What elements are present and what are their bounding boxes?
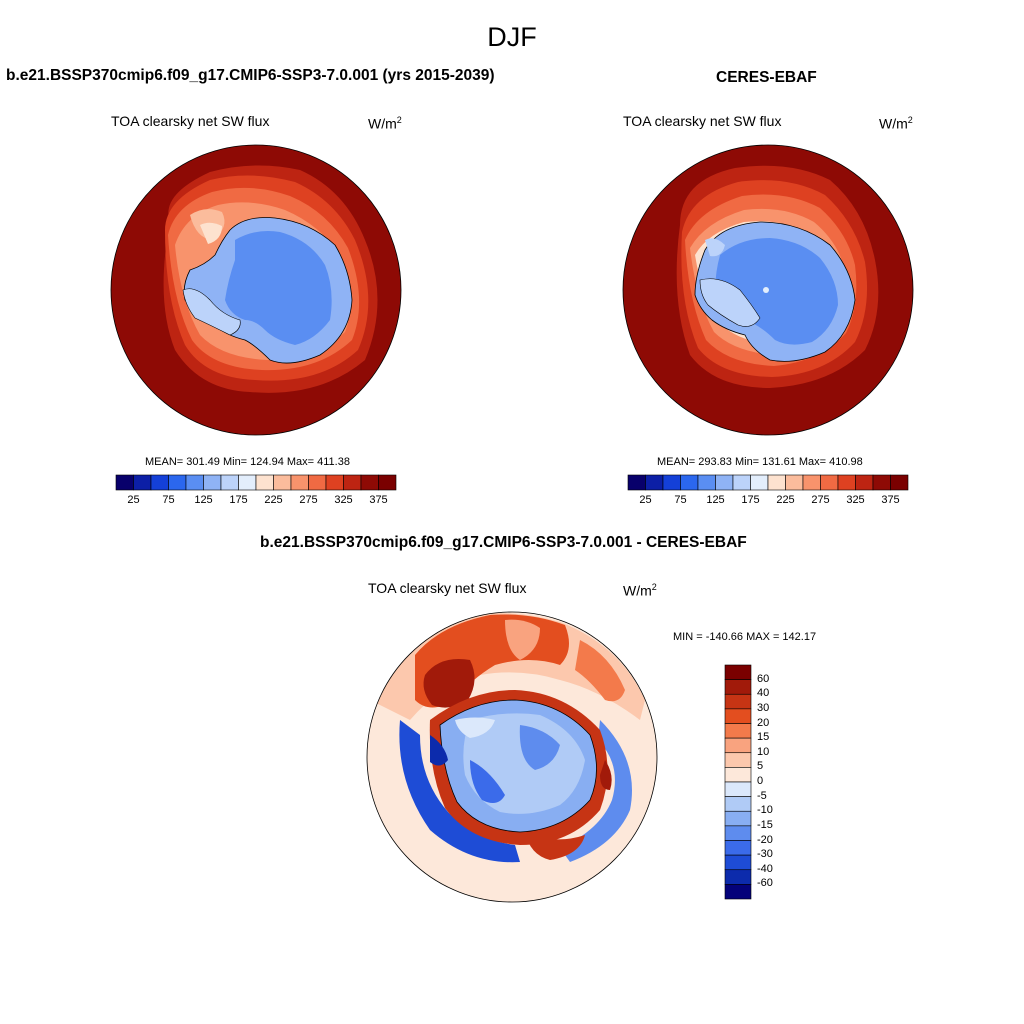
model-colorbar-swatch [115,474,134,491]
diff-colorbar-swatch [724,810,752,827]
diff-colorbar-swatch [724,767,752,783]
model-colorbar [115,474,397,491]
diff-colorbar-tick-label: -5 [757,789,767,802]
model-colorbar-swatch [133,474,152,491]
diff-colorbar [724,664,752,900]
diff-colorbar-tick-label: 10 [757,745,770,758]
model-colorbar-swatch [290,474,309,491]
obs-colorbar-tick-label: 325 [846,494,865,506]
diff-colorbar-swatch [724,752,752,768]
model-colorbar-swatch [343,474,362,491]
diff-map [367,612,657,902]
diff-colorbar-swatch [724,884,752,900]
diff-colorbar-tick-label: 15 [757,731,770,744]
diff-colorbar-swatch [724,796,752,812]
obs-colorbar [627,474,909,491]
model-colorbar-swatch [203,474,222,491]
obs-colorbar-swatch [767,474,786,491]
model-colorbar-swatch [220,474,239,491]
obs-colorbar-tick-label: 225 [776,494,795,506]
obs-colorbar-tick-label: 125 [706,494,725,506]
obs-stats: MEAN= 293.83 Min= 131.61 Max= 410.98 [657,456,863,468]
obs-colorbar-swatch [837,474,856,491]
diff-colorbar-swatch [724,679,752,695]
diff-colorbar-swatch [724,825,752,841]
obs-colorbar-tick-label: 25 [639,494,652,506]
obs-panel-title: CERES-EBAF [716,69,817,86]
model-colorbar-swatch [238,474,257,491]
model-colorbar-tick-label: 375 [369,494,388,506]
diff-colorbar-swatch [724,737,752,754]
model-panel-title: b.e21.BSSP370cmip6.f09_g17.CMIP6-SSP3-7.… [6,67,495,84]
model-colorbar-tick-label: 175 [229,494,248,506]
obs-colorbar-swatch [732,474,751,491]
obs-colorbar-swatch [715,474,734,491]
model-colorbar-swatch [308,474,327,491]
model-colorbar-swatch [185,474,204,491]
diff-colorbar-swatch [724,708,752,724]
model-colorbar-swatch [325,474,344,491]
model-variable-label: TOA clearsky net SW flux [111,113,270,129]
diff-colorbar-swatch [724,869,752,885]
model-colorbar-tick-label: 325 [334,494,353,506]
diff-colorbar-tick-label: 5 [757,760,764,773]
obs-colorbar-swatch [785,474,804,491]
model-colorbar-swatch [168,474,187,491]
model-units-label: W/m2 [368,115,402,132]
model-colorbar-swatch [150,474,169,491]
page-title: DJF [487,22,537,52]
diff-colorbar-tick-label: -40 [757,862,773,875]
obs-map [623,145,913,435]
diff-units-label: W/m2 [623,582,657,599]
obs-colorbar-swatch [872,474,891,491]
model-colorbar-swatch [360,474,379,491]
obs-variable-label: TOA clearsky net SW flux [623,113,782,129]
diff-colorbar-tick-label: 30 [757,701,770,714]
model-colorbar-tick-label: 225 [264,494,283,506]
obs-colorbar-tick-label: 175 [741,494,760,506]
diff-colorbar-tick-label: -60 [757,877,773,890]
model-colorbar-tick-label: 125 [194,494,213,506]
model-colorbar-swatch [273,474,292,491]
diff-colorbar-swatch [724,723,752,739]
obs-colorbar-tick-label: 275 [811,494,830,506]
model-map [111,145,401,435]
diff-colorbar-tick-label: 60 [757,672,770,685]
diff-colorbar-tick-label: -15 [757,818,773,831]
obs-colorbar-swatch [645,474,664,491]
obs-colorbar-swatch [855,474,874,491]
obs-colorbar-swatch [627,474,646,491]
diff-colorbar-swatch [724,854,752,871]
model-colorbar-tick-label: 25 [127,494,140,506]
obs-units-label: W/m2 [879,115,913,132]
obs-colorbar-swatch [820,474,839,491]
diff-panel-title: b.e21.BSSP370cmip6.f09_g17.CMIP6-SSP3-7.… [260,534,747,551]
model-colorbar-tick-label: 75 [162,494,175,506]
diff-colorbar-tick-label: 40 [757,687,770,700]
model-stats: MEAN= 301.49 Min= 124.94 Max= 411.38 [145,456,350,468]
diff-colorbar-tick-label: 20 [757,716,770,729]
diff-colorbar-swatch [724,781,752,797]
diff-colorbar-tick-label: -20 [757,833,773,846]
obs-colorbar-swatch [802,474,821,491]
diff-colorbar-swatch [724,840,752,856]
diff-colorbar-tick-label: -30 [757,848,773,861]
diff-stats: MIN = -140.66 MAX = 142.17 [673,631,817,643]
obs-colorbar-swatch [662,474,681,491]
obs-colorbar-swatch [680,474,699,491]
obs-colorbar-swatch [697,474,716,491]
model-colorbar-tick-label: 275 [299,494,318,506]
diff-colorbar-swatch [724,693,752,710]
model-colorbar-swatch [255,474,274,491]
model-colorbar-swatch [378,474,397,491]
diff-variable-label: TOA clearsky net SW flux [368,580,527,596]
diff-colorbar-tick-label: -10 [757,804,773,817]
obs-colorbar-swatch [890,474,909,491]
obs-colorbar-tick-label: 375 [881,494,900,506]
diff-colorbar-swatch [724,664,752,680]
obs-colorbar-swatch [750,474,769,491]
diff-colorbar-tick-label: 0 [757,775,764,787]
obs-colorbar-tick-label: 75 [674,494,687,506]
